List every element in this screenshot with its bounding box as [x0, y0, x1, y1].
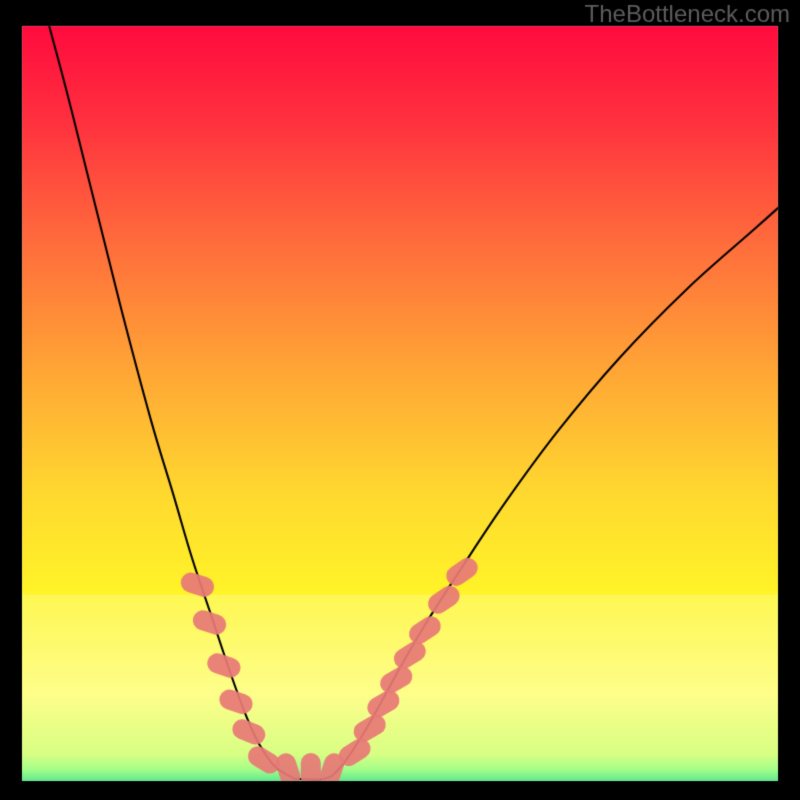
watermark-text: [0, 0, 800, 800]
figure-root: [0, 0, 800, 800]
